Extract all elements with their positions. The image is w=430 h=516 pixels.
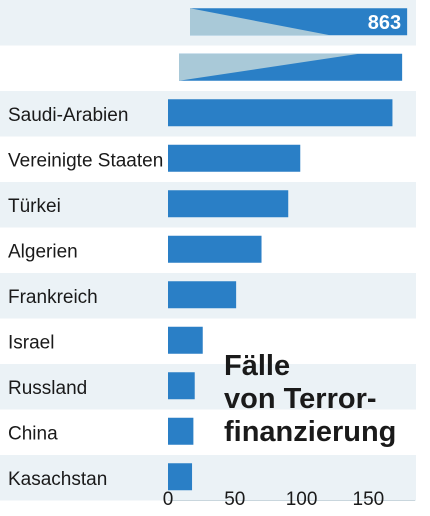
data-label: 863 xyxy=(368,12,401,34)
bar xyxy=(168,281,237,309)
title-line-1: Fälle xyxy=(224,350,290,382)
category-label: Algerien xyxy=(8,241,78,262)
x-tick-label: 50 xyxy=(224,489,245,510)
category-label: Saudi-Arabien xyxy=(8,105,128,126)
title-line-3: finanzierung xyxy=(224,416,396,448)
bar xyxy=(168,235,262,263)
bars: 863 xyxy=(168,8,408,491)
bar xyxy=(168,372,195,400)
bar xyxy=(168,417,194,445)
category-label: Kasachstan xyxy=(8,469,107,490)
row-shade xyxy=(0,364,416,410)
bar xyxy=(168,463,193,491)
category-label: Frankreich xyxy=(8,287,98,308)
bar-break-wedge xyxy=(179,53,359,81)
bar xyxy=(168,190,289,218)
category-label: Vereinigte Staaten xyxy=(8,150,163,171)
row-backgrounds xyxy=(0,0,416,501)
x-tick-labels: 0 50 100 150 xyxy=(163,489,385,510)
bar xyxy=(168,99,393,127)
bar xyxy=(168,144,301,172)
x-tick-label: 100 xyxy=(286,489,318,510)
x-tick-label: 0 xyxy=(163,489,174,510)
title-line-2: von Terror- xyxy=(224,383,377,415)
category-label: Israel xyxy=(8,332,54,353)
chart-title: Fälle von Terror- finanzierung xyxy=(224,350,396,448)
category-label: Türkei xyxy=(8,196,61,217)
bar xyxy=(168,326,203,354)
row-shade xyxy=(0,455,416,501)
x-tick-label: 150 xyxy=(353,489,385,510)
category-label: Russland xyxy=(8,378,87,399)
category-labels: Saudi-Arabien Vereinigte Staaten Türkei Alg… xyxy=(8,105,163,490)
bar-break-wedge xyxy=(190,8,330,36)
category-label: China xyxy=(8,423,58,444)
